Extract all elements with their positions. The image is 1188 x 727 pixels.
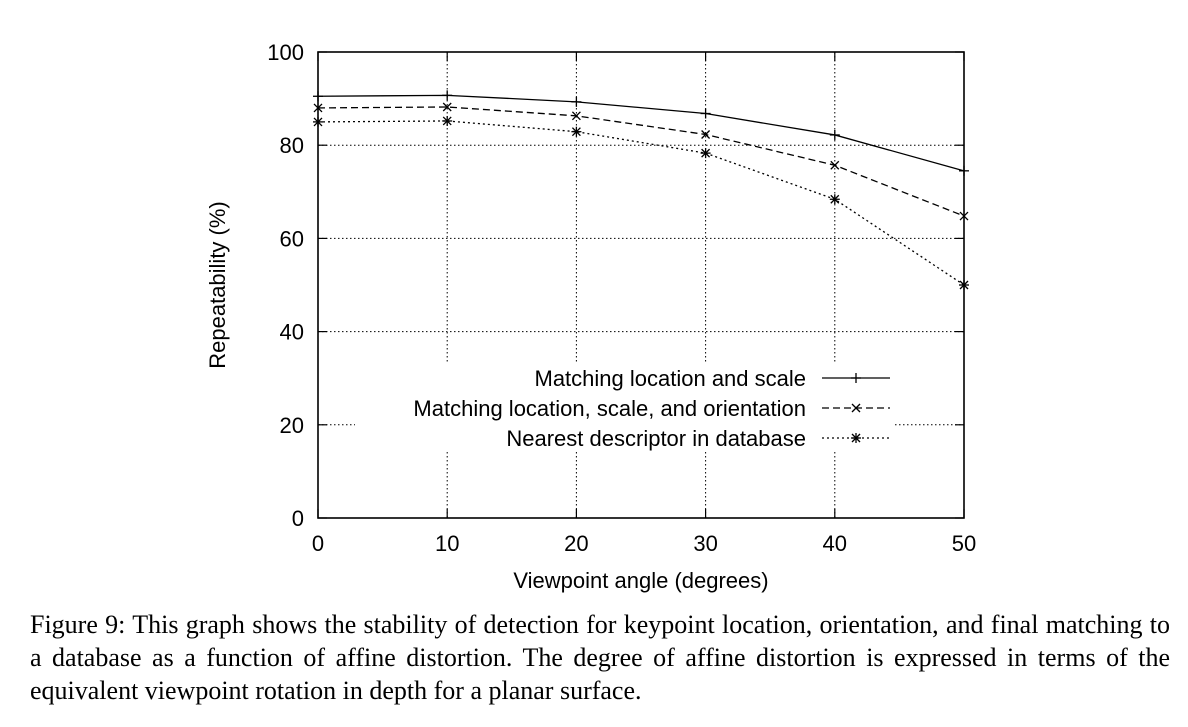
marker-stroke xyxy=(442,116,452,126)
legend: Matching location and scale Matching loca… xyxy=(413,366,890,451)
marker-stroke xyxy=(851,403,861,413)
x-tick-label: 10 xyxy=(435,531,459,556)
y-tick-label: 40 xyxy=(280,320,304,345)
marker-stroke xyxy=(830,194,840,204)
y-tick-label: 20 xyxy=(280,413,304,438)
x-tick-label: 0 xyxy=(312,531,324,556)
series-line-1 xyxy=(317,94,965,172)
x-axis-title: Viewpoint angle (degrees) xyxy=(513,568,768,593)
marker-stroke xyxy=(701,130,711,139)
data-point-marker xyxy=(700,108,711,119)
data-point-marker xyxy=(700,148,711,159)
marker-stroke xyxy=(851,433,861,443)
data-point-marker xyxy=(701,130,711,139)
x-tick-label: 30 xyxy=(693,531,717,556)
repeatability-chart: 0 20 40 60 80 100 0 10 20 30 40 50 Viewpoint angle … xyxy=(205,40,976,593)
marker-stroke xyxy=(571,111,581,121)
data-point-marker xyxy=(571,126,582,137)
legend-label: Matching location, scale, and orientatio… xyxy=(413,396,806,421)
data-point-marker xyxy=(442,115,453,126)
grid xyxy=(318,52,964,518)
legend-label: Matching location and scale xyxy=(535,366,807,391)
figure-caption: Figure 9: This graph shows the stability… xyxy=(30,610,1170,705)
marker-stroke xyxy=(830,160,840,170)
data-point-marker xyxy=(571,96,582,107)
y-tick-label: 0 xyxy=(292,506,304,531)
y-tick-label: 80 xyxy=(280,133,304,158)
y-tick-label: 60 xyxy=(280,226,304,251)
data-point-marker xyxy=(851,403,861,413)
tick-labels: 0 20 40 60 80 100 0 10 20 30 40 50 xyxy=(267,40,976,556)
series-lines xyxy=(313,90,969,290)
data-point-marker xyxy=(830,160,840,170)
x-tick-label: 40 xyxy=(823,531,847,556)
x-tick-label: 20 xyxy=(564,531,588,556)
plot-frame xyxy=(317,51,965,519)
data-point-marker xyxy=(829,194,840,205)
y-axis-title: Repeatability (%) xyxy=(205,201,230,369)
data-point-marker xyxy=(851,373,861,383)
data-point-marker xyxy=(851,433,861,443)
y-tick-label: 100 xyxy=(267,40,304,65)
marker-stroke xyxy=(571,127,581,137)
series-line-2 xyxy=(317,106,965,217)
x-tick-label: 50 xyxy=(952,531,976,556)
legend-label: Nearest descriptor in database xyxy=(506,426,806,451)
data-point-marker xyxy=(442,90,453,101)
marker-stroke xyxy=(701,148,711,158)
data-point-marker xyxy=(829,129,840,140)
data-point-marker xyxy=(442,102,452,112)
data-point-marker xyxy=(571,111,581,121)
marker-stroke xyxy=(442,102,452,112)
